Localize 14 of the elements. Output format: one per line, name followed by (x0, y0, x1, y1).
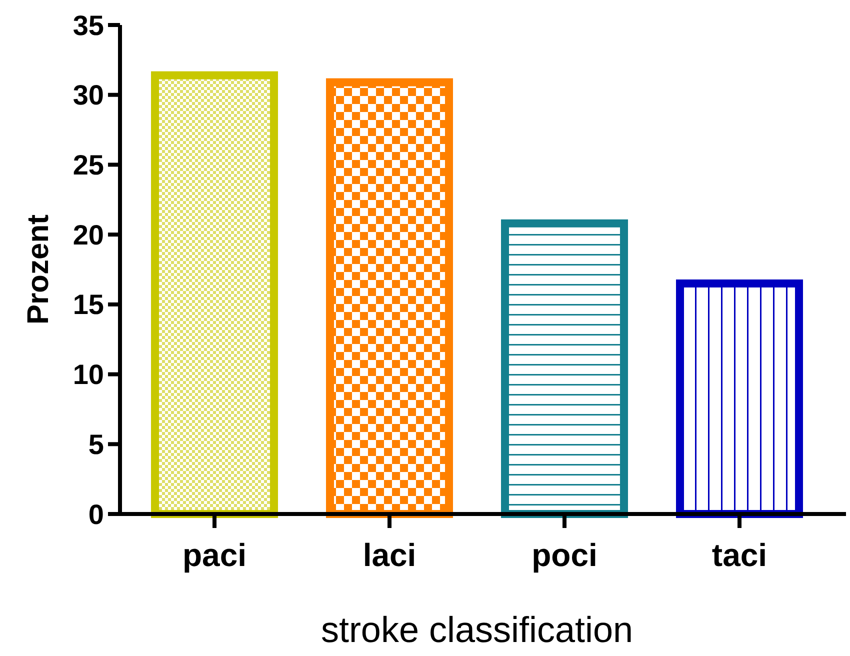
y-tick-label: 20 (72, 219, 104, 250)
y-tick-label: 35 (72, 10, 104, 41)
y-tick-label: 5 (88, 428, 104, 460)
y-tick-label: 0 (88, 498, 104, 530)
y-tick-label: 10 (72, 359, 104, 390)
x-tick-label: laci (362, 537, 416, 573)
y-tick-label: 25 (72, 150, 104, 181)
x-tick-label: poci (532, 537, 598, 573)
x-axis-title: stroke classification (320, 609, 634, 650)
y-axis-title: Prozent (22, 214, 55, 325)
y-tick-label: 15 (72, 289, 104, 320)
x-tick-label: paci (182, 537, 247, 573)
y-tick-label: 30 (72, 80, 104, 111)
x-tick-label: taci (712, 537, 768, 573)
